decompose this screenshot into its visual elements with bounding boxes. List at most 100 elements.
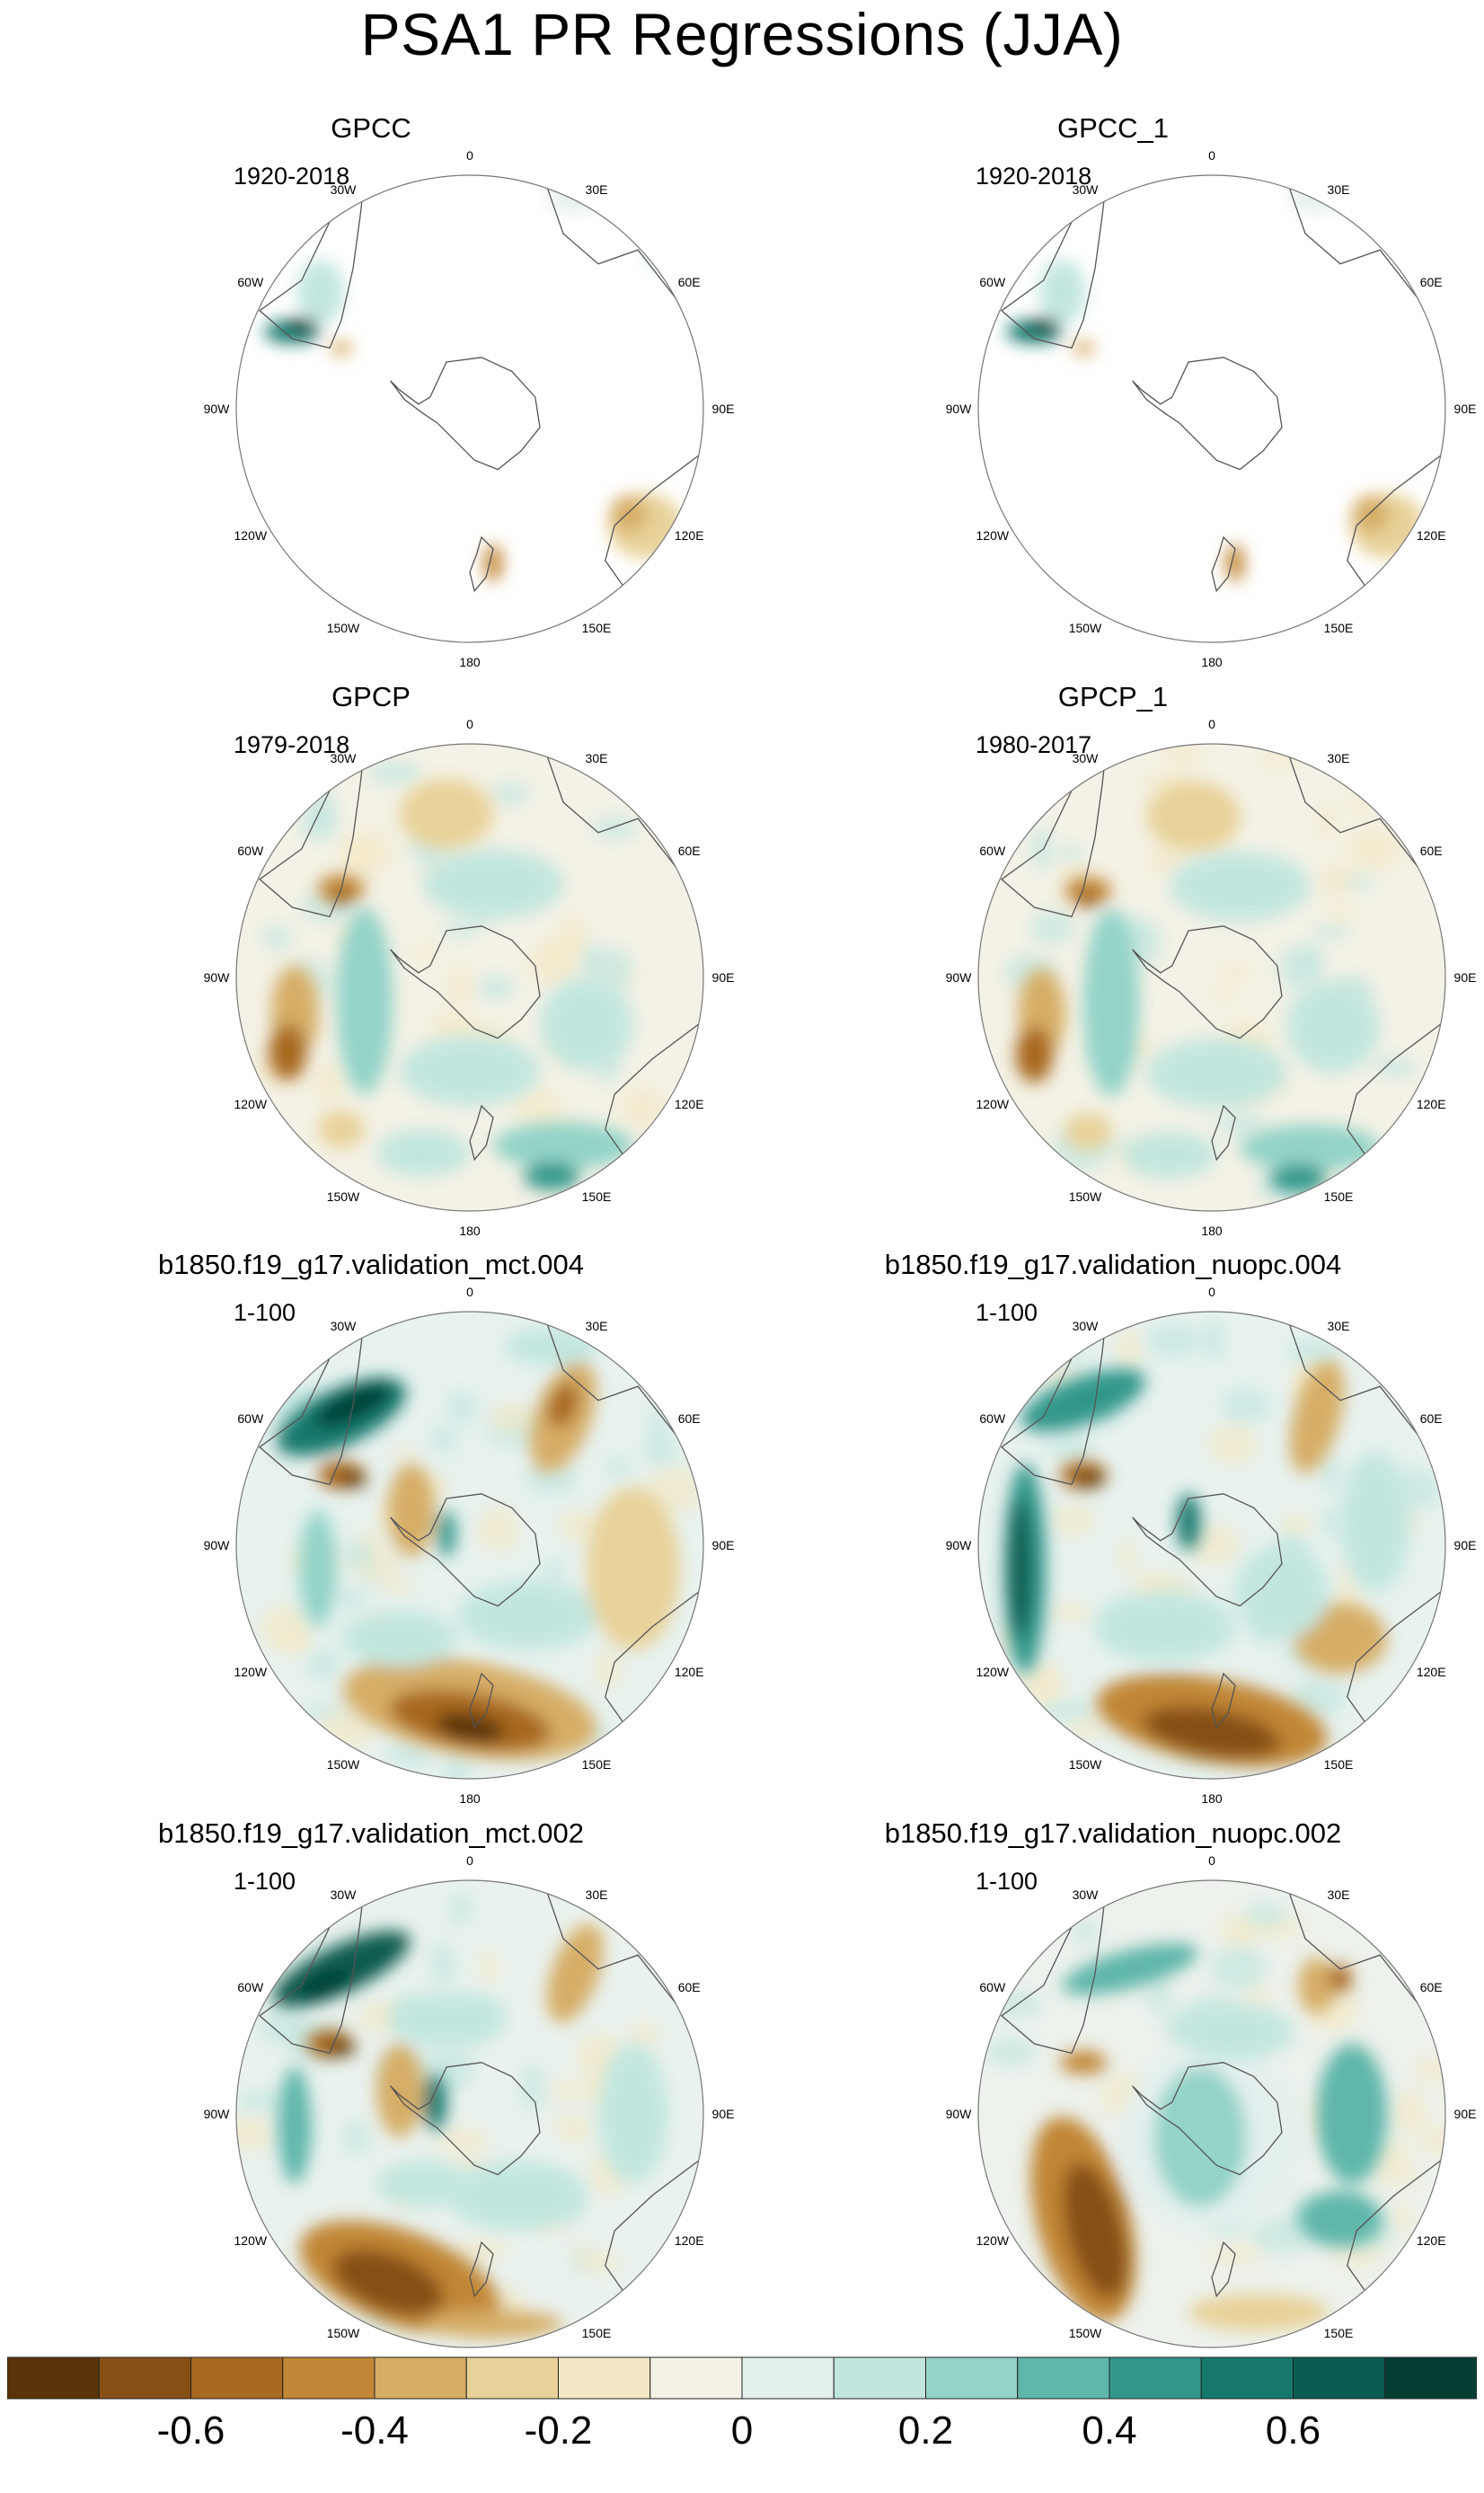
longitude-label: 120E [675,1665,704,1679]
panel-period: 1-100 [234,1868,296,1895]
contour-patch [413,944,437,962]
longitude-label: 90W [204,1538,231,1552]
longitude-label: 90E [1454,970,1477,985]
polar-map: 0 30E 60E 90E 120E 150E 180 150W 120W 90W 60W 30W [204,717,735,1238]
longitude-label: 120E [1417,1097,1446,1111]
contour-patch [262,924,292,950]
contour-patch [1048,1437,1092,1460]
contour-patch [490,782,530,805]
contour-patch [1021,1368,1145,1432]
contour-patch [260,1604,313,1649]
contour-patch [437,1510,456,1557]
contour-patch [455,2240,511,2260]
contour-patch [1072,340,1095,356]
coastline [390,1493,541,1607]
map-border [235,743,704,1212]
coastline [390,925,541,1039]
colorbar-segment [98,2356,191,2400]
longitude-label: 30W [1073,182,1100,197]
map-border [235,1311,704,1780]
longitude-label: 90W [946,2107,973,2121]
contour-patch [1240,1124,1381,1171]
panel-period: 1980-2017 [976,731,1092,758]
longitude-label: 0 [466,1285,473,1299]
contour-patch [423,849,563,919]
coastline [258,177,366,349]
contour-patch [376,2044,423,2137]
contour-patch [331,2249,445,2315]
contour-patch [1008,1498,1032,1639]
longitude-label: 60E [1420,1411,1443,1426]
contour-patch [314,1062,344,1103]
polar-map: 0 30E 60E 90E 120E 150E 180 150W 120W 90W 60W 30W [946,717,1477,1238]
colorbar [7,2356,1477,2400]
colorbar-tick-label: 0.2 [897,2409,954,2453]
contour-patch [1065,1715,1103,1740]
contour-patch [1345,828,1402,871]
contour-patch [1188,1524,1241,1566]
panel-title: GPCP [331,681,411,712]
contour-patch [423,2310,563,2338]
coastline [1000,1882,1108,2055]
contour-patch [593,1649,623,1690]
longitude-label: 120W [234,528,268,543]
contour-patch [299,1510,337,1627]
polar-map: 0 30E 60E 90E 120E 150E 180 150W 120W 90W 60W 30W [946,148,1477,669]
contour-patch [236,2091,284,2112]
contour-patch [1030,827,1054,871]
contour-patch [336,907,393,1094]
contour-patch [591,816,638,840]
map-panel: GPCP 1979-2018 0 30E 60E 90E 120E 150E 180 150W 12… [0,681,742,1256]
contour-patch [1235,1545,1329,1639]
longitude-label: 90W [204,970,231,985]
longitude-label: 150E [1324,2326,1354,2340]
longitude-label: 60W [237,275,264,289]
coastline [543,1884,681,2010]
map-border [977,1879,1446,2348]
contour-patch [1143,1706,1281,1758]
contour-patch [1217,964,1254,980]
contour-patch [269,1024,307,1081]
contour-patch [376,1129,470,1176]
coastline [1285,747,1423,873]
contour-patch [483,544,503,582]
contour-patch [331,890,351,906]
longitude-label: 60W [237,844,264,858]
map-background [978,744,1445,1211]
contour-patch [423,2073,446,2131]
contour-patch [1392,2204,1413,2232]
contour-patch [342,2119,370,2157]
contour-patch [1188,2294,1329,2331]
contour-patch [446,1751,469,1779]
longitude-label: 60E [678,844,701,858]
coastline [1285,1884,1423,2010]
map-panel: b1850.f19_g17.validation_mct.004 1-100 0 30… [0,1249,742,1824]
longitude-label: 120W [976,1097,1010,1111]
colorbar-segment [925,2356,1019,2400]
contour-patch [647,247,676,267]
panel-title: b1850.f19_g17.validation_nuopc.004 [884,1249,1342,1280]
contour-patch [1177,2003,1294,2061]
contour-patch [644,1440,679,1466]
contour-patch [1391,2091,1427,2134]
coastline [469,1104,494,1162]
contour-patch [543,1557,563,1587]
contour-patch [1059,845,1084,862]
contour-patch [1340,1452,1410,1592]
colorbar-segment [1293,2356,1386,2400]
contour-patch [1215,1111,1264,1135]
contour-patch [575,2251,621,2273]
colorbar-segment [282,2356,375,2400]
longitude-label: 150E [1324,1757,1354,1772]
longitude-label: 60E [1420,275,1443,289]
contour-patch [587,1487,680,1650]
longitude-label: 90E [712,2107,735,2121]
contour-patch [278,2067,312,2184]
map-panel: b1850.f19_g17.validation_nuopc.002 1-100 0… [742,1817,1484,2392]
longitude-label: 150E [1324,621,1354,635]
contour-patch [1015,1026,1054,1083]
contour-patch [620,1086,665,1129]
contour-patch [1317,2044,1387,2184]
longitude-label: 150W [327,621,360,635]
longitude-label: 30E [586,751,608,765]
